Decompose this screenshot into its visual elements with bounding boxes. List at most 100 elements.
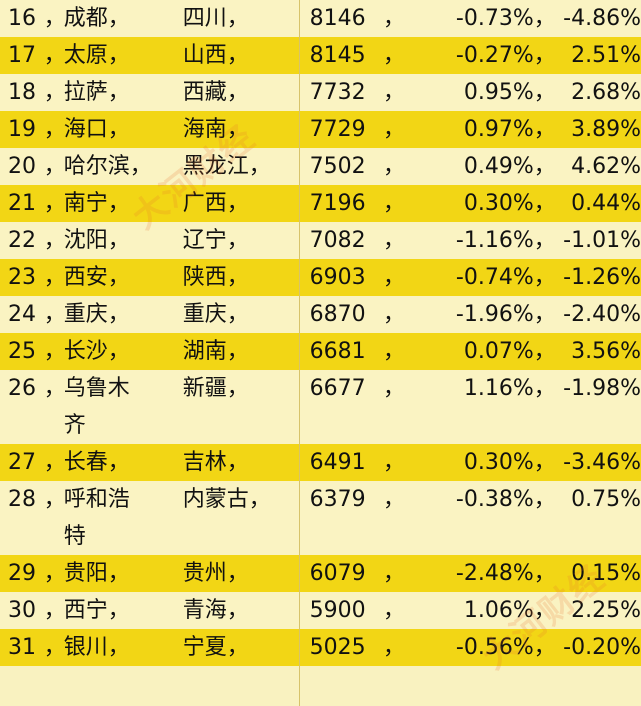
- province-cell: 青海，: [182, 598, 249, 623]
- separator: ，: [533, 450, 556, 475]
- separator: ，: [533, 265, 556, 290]
- province-cell: 内蒙古，: [182, 487, 271, 512]
- city-cell: 重庆，: [63, 302, 130, 327]
- city-line1: 乌鲁木: [63, 376, 130, 401]
- mom-change-cell: -2.48%: [455, 561, 534, 586]
- price-cell: 8146: [309, 6, 366, 31]
- price-cell: 7196: [309, 191, 366, 216]
- city-cell: 拉萨，: [63, 80, 130, 105]
- province-cell: 广西，: [182, 191, 249, 216]
- province-cell: 湖南，: [182, 339, 249, 364]
- province-cell: 陕西，: [182, 265, 249, 290]
- separator: ，: [533, 302, 556, 327]
- mom-change-cell: -1.16%: [455, 228, 534, 253]
- city-cell: 银川，: [63, 635, 130, 660]
- mom-change-cell: 0.97%: [463, 117, 534, 142]
- separator: ，: [43, 376, 66, 401]
- separator: ，: [383, 117, 406, 142]
- price-cell: 7082: [309, 228, 366, 253]
- rank-cell: 26: [8, 376, 36, 401]
- city-cell: 南宁，: [63, 191, 130, 216]
- province-cell: 辽宁，: [182, 228, 249, 253]
- province-cell: 山西，: [182, 43, 249, 68]
- province-cell: 西藏，: [182, 80, 249, 105]
- price-cell: 6491: [309, 450, 366, 475]
- city-cell: 贵阳，: [63, 561, 130, 586]
- table-row: 26，乌鲁木齐新疆， 6677， 1.16%， -1.98%: [0, 370, 641, 444]
- rank-cell: 19: [8, 117, 36, 142]
- province-cell: 重庆，: [182, 302, 249, 327]
- mom-change-cell: 1.06%: [463, 598, 534, 623]
- rank-cell: 22: [8, 228, 36, 253]
- separator: ，: [383, 302, 406, 327]
- separator: ，: [43, 154, 66, 179]
- mom-change-cell: -0.73%: [455, 6, 534, 31]
- mom-change-cell: 0.30%: [463, 191, 534, 216]
- province-cell: 吉林，: [182, 450, 249, 475]
- separator: ，: [533, 487, 556, 512]
- table-row: 17，太原， 山西， 8145， -0.27%， 2.51%: [0, 37, 641, 74]
- table-row: 28，呼和浩特内蒙古， 6379， -0.38%， 0.75%: [0, 481, 641, 555]
- price-cell: 5025: [309, 635, 366, 660]
- city-cell: 西安，: [63, 265, 130, 290]
- separator: ，: [533, 191, 556, 216]
- separator: ，: [43, 43, 66, 68]
- province-cell: 海南，: [182, 117, 249, 142]
- table-row: 21，南宁， 广西， 7196， 0.30%， 0.44%: [0, 185, 641, 222]
- city-cell: 哈尔滨，: [63, 154, 152, 179]
- rank-cell: 31: [8, 635, 36, 660]
- separator: ，: [383, 265, 406, 290]
- city-line2: 特: [63, 524, 86, 549]
- city-price-table: 16，成都， 四川， 8146， -0.73%， -4.86% 17，太原， 山西， 8145…: [0, 0, 641, 666]
- rank-cell: 17: [8, 43, 36, 68]
- table-row: 22，沈阳， 辽宁， 7082， -1.16%， -1.01%: [0, 222, 641, 259]
- mom-change-cell: -0.38%: [455, 487, 534, 512]
- table-row: 19，海口， 海南， 7729， 0.97%， 3.89%: [0, 111, 641, 148]
- yoy-change-cell: 2.68%: [571, 80, 641, 105]
- separator: ，: [533, 154, 556, 179]
- city-cell: 乌鲁木齐: [64, 370, 183, 444]
- yoy-change-cell: 4.62%: [571, 154, 641, 179]
- mom-change-cell: -0.27%: [455, 43, 534, 68]
- table-row: 18，拉萨， 西藏， 7732， 0.95%， 2.68%: [0, 74, 641, 111]
- separator: ，: [383, 154, 406, 179]
- city-cell: 长春，: [63, 450, 130, 475]
- province-cell: 黑龙江，: [182, 154, 271, 179]
- separator: ，: [383, 191, 406, 216]
- mom-change-cell: -1.96%: [455, 302, 534, 327]
- city-cell: 西宁，: [63, 598, 130, 623]
- rank-cell: 28: [8, 487, 36, 512]
- separator: ，: [533, 376, 556, 401]
- rank-cell: 23: [8, 265, 36, 290]
- separator: ，: [43, 450, 66, 475]
- yoy-change-cell: -1.98%: [563, 376, 641, 401]
- column-divider: [299, 0, 300, 706]
- mom-change-cell: 0.07%: [463, 339, 534, 364]
- province-cell: 贵州，: [182, 561, 249, 586]
- mom-change-cell: 0.49%: [463, 154, 534, 179]
- table-row: 27，长春， 吉林， 6491， 0.30%， -3.46%: [0, 444, 641, 481]
- separator: ，: [43, 302, 66, 327]
- yoy-change-cell: 3.56%: [571, 339, 641, 364]
- separator: ，: [43, 598, 66, 623]
- yoy-change-cell: 2.25%: [571, 598, 641, 623]
- mom-change-cell: 0.95%: [463, 80, 534, 105]
- separator: ，: [43, 339, 66, 364]
- mom-change-cell: -0.74%: [455, 265, 534, 290]
- separator: ，: [533, 6, 556, 31]
- city-cell: 成都，: [63, 6, 130, 31]
- yoy-change-cell: 3.89%: [571, 117, 641, 142]
- table-row: 16，成都， 四川， 8146， -0.73%， -4.86%: [0, 0, 641, 37]
- table-row: 31，银川， 宁夏， 5025， -0.56%， -0.20%: [0, 629, 641, 666]
- yoy-change-cell: 0.44%: [571, 191, 641, 216]
- price-cell: 5900: [309, 598, 366, 623]
- separator: ，: [533, 635, 556, 660]
- separator: ，: [383, 6, 406, 31]
- separator: ，: [533, 117, 556, 142]
- price-cell: 6903: [309, 265, 366, 290]
- separator: ，: [43, 487, 66, 512]
- price-cell: 6681: [309, 339, 366, 364]
- separator: ，: [43, 561, 66, 586]
- separator: ，: [533, 339, 556, 364]
- yoy-change-cell: 2.51%: [571, 43, 641, 68]
